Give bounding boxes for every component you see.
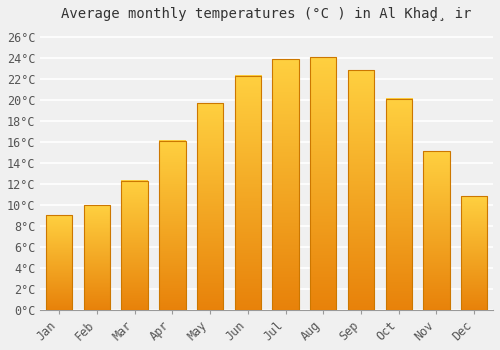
- Bar: [122, 181, 148, 310]
- Bar: [197, 103, 224, 310]
- Bar: [386, 99, 412, 310]
- Bar: [310, 57, 336, 310]
- Bar: [424, 151, 450, 310]
- Bar: [234, 76, 261, 310]
- Bar: [46, 215, 72, 310]
- Bar: [84, 205, 110, 310]
- Bar: [461, 196, 487, 310]
- Bar: [159, 141, 186, 310]
- Bar: [272, 59, 299, 310]
- Title: Average monthly temperatures (°C ) in Al Khaḑ̧ ir: Average monthly temperatures (°C ) in Al…: [62, 7, 472, 21]
- Bar: [348, 70, 374, 310]
